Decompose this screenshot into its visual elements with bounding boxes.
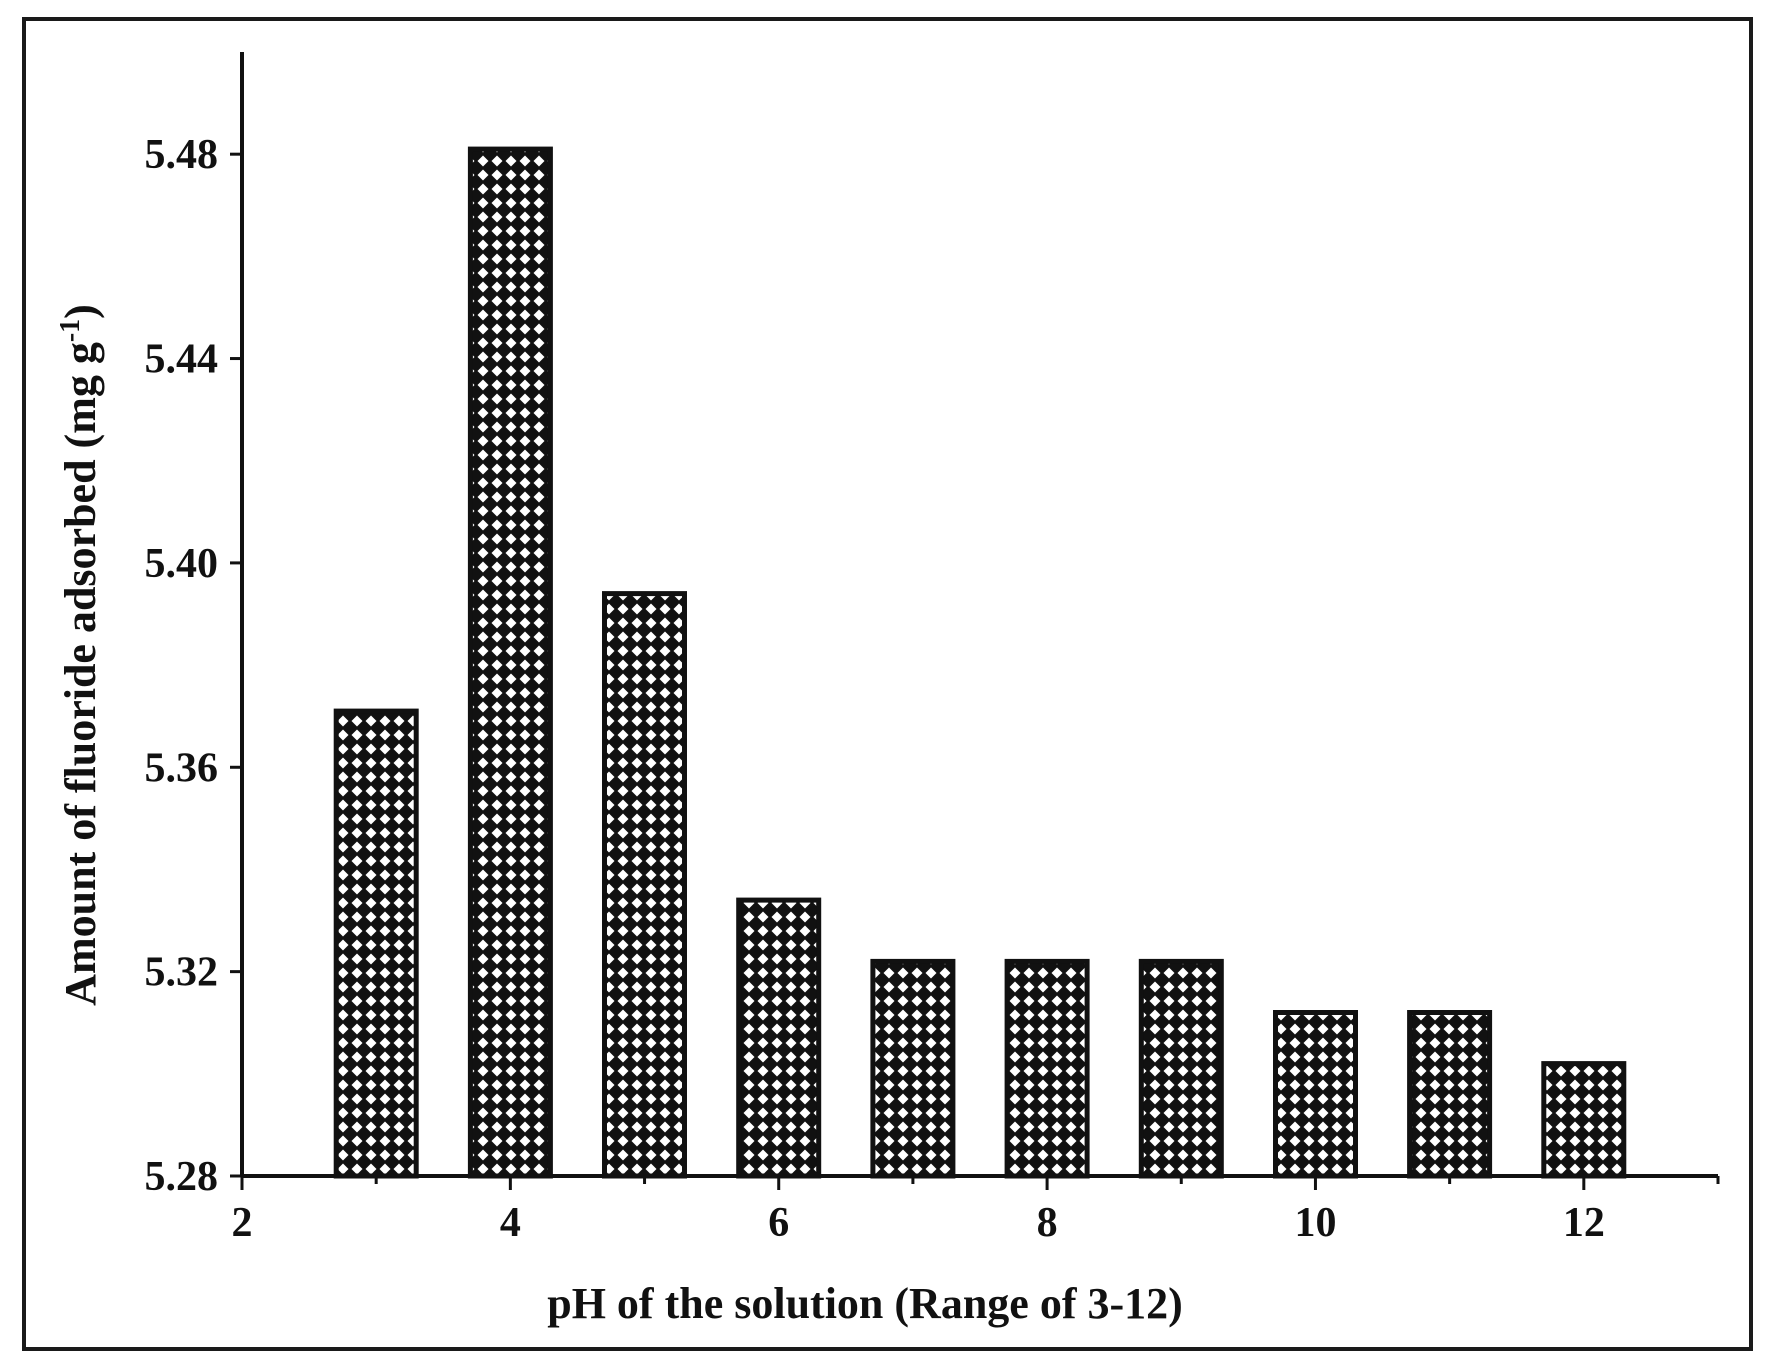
x-axis-title: pH of the solution (Range of 3-12) [547, 1279, 1183, 1328]
bar-ph-5 [602, 591, 687, 1179]
y-axis-title-superscript: -1 [55, 319, 86, 342]
x-tick-label: 10 [1294, 1200, 1336, 1246]
y-tick-label: 5.36 [145, 745, 219, 791]
y-tick-label: 5.28 [145, 1154, 219, 1200]
bar-ph-11 [1407, 1010, 1493, 1179]
x-tick-label: 12 [1563, 1200, 1605, 1246]
outer-frame [22, 17, 1753, 1351]
x-tick-label: 8 [1037, 1200, 1058, 1246]
y-tick-label: 5.40 [145, 541, 219, 587]
x-axis-ticks: 2 4 6 8 10 12 [232, 1176, 1720, 1246]
x-tick-label: 4 [500, 1200, 521, 1246]
y-axis-title-main: Amount of fluoride adsorbed (mg g [56, 342, 105, 1006]
y-axis-title-close: ) [56, 304, 105, 319]
y-tick-label: 5.44 [145, 337, 219, 383]
bar-ph-10 [1273, 1010, 1358, 1179]
bar-ph-7 [870, 958, 956, 1179]
y-tick-label: 5.48 [145, 132, 219, 178]
y-axis-ticks: 5.28 5.32 5.36 5.40 5.44 5.48 [145, 132, 242, 1200]
bar-ph-12 [1541, 1061, 1627, 1179]
bar-ph-9 [1138, 958, 1224, 1179]
y-axis-title: Amount of fluoride adsorbed (mg g-1) [55, 304, 105, 1006]
bar-ph-8 [1004, 958, 1090, 1179]
bar-ph-3 [333, 708, 419, 1179]
bar-ph-4 [467, 146, 553, 1179]
y-tick-label: 5.32 [145, 950, 219, 996]
x-tick-label: 6 [768, 1200, 789, 1246]
x-tick-label: 2 [232, 1200, 253, 1246]
bar-ph-6 [736, 897, 822, 1179]
bars-group [333, 146, 1627, 1179]
